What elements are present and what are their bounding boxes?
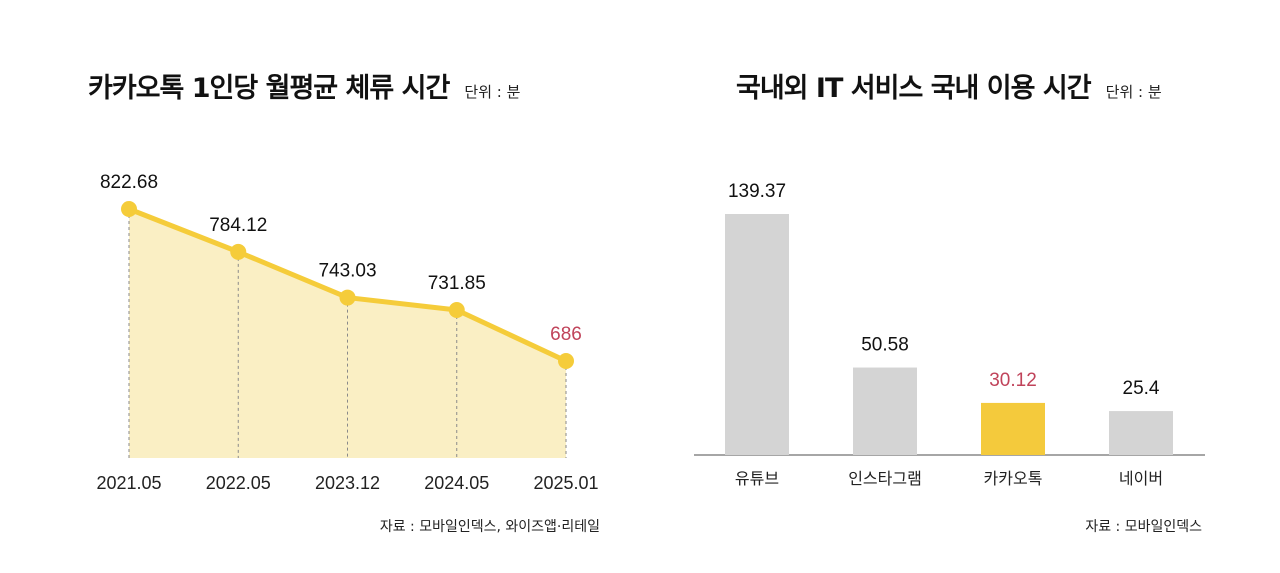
left-chart-panel: 카카오톡 1인당 월평균 체류 시간 단위 : 분 822.68 784.12 74…	[88, 66, 600, 535]
x-tick-label: 인스타그램	[848, 469, 922, 488]
x-tick-label: 2024.05	[424, 473, 489, 493]
right-chart-source: 자료 : 모바일인덱스	[1085, 519, 1202, 535]
line-chart: 822.68 784.12 743.03 731.85 686 2021.05 2022.0…	[96, 172, 598, 493]
right-chart-panel: 국내외 IT 서비스 국내 이용 시간 단위 : 분 139.37 유튜브 50.5…	[640, 0, 1280, 573]
left-chart-source: 자료 : 모바일인덱스, 와이즈앱·리테일	[379, 519, 600, 535]
data-label: 139.37	[728, 181, 786, 202]
data-point	[558, 353, 574, 369]
data-label: 743.03	[318, 261, 376, 282]
left-chart-unit: 단위 : 분	[464, 83, 521, 101]
x-tick-label: 유튜브	[735, 469, 779, 488]
x-tick-label: 카카오톡	[984, 469, 1043, 488]
data-point	[339, 289, 356, 306]
right-chart-title: 국내외 IT 서비스 국내 이용 시간	[736, 73, 1092, 104]
data-label: 30.12	[989, 370, 1037, 391]
data-point	[230, 243, 247, 260]
data-point	[448, 302, 465, 319]
data-label: 25.4	[1123, 378, 1160, 399]
data-point	[121, 201, 137, 217]
bar	[981, 402, 1045, 455]
data-label: 822.68	[100, 172, 158, 193]
left-chart-title: 카카오톡 1인당 월평균 체류 시간	[88, 73, 450, 104]
bar	[1109, 411, 1173, 455]
x-tick-label: 2025.01	[533, 473, 598, 493]
data-label: 784.12	[209, 215, 267, 236]
data-label: 731.85	[428, 273, 486, 294]
x-tick-label: 2022.05	[206, 473, 271, 493]
area-fill	[129, 209, 566, 458]
bar	[725, 214, 789, 455]
data-label: 50.58	[861, 335, 909, 356]
bar	[853, 367, 917, 455]
right-chart-unit: 단위 : 분	[1105, 83, 1162, 101]
left-title-row: 카카오톡 1인당 월평균 체류 시간 단위 : 분	[88, 66, 520, 105]
x-tick-label: 2021.05	[96, 473, 161, 493]
bar-chart: 139.37 유튜브 50.58 인스타그램 30.12 카카오톡 25.4 네이버	[694, 181, 1205, 488]
right-title-row: 국내외 IT 서비스 국내 이용 시간 단위 : 분	[736, 66, 1162, 105]
x-tick-label: 2023.12	[315, 473, 380, 493]
x-tick-label: 네이버	[1119, 469, 1163, 488]
data-label: 686	[550, 324, 582, 345]
